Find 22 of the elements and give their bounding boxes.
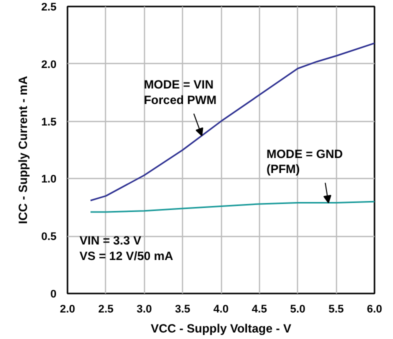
x-tick-label: 3.0 [136, 304, 152, 316]
x-tick-label: 6.0 [366, 304, 382, 316]
y-tick-label: 1.0 [41, 174, 57, 186]
y-tick-label: 2.0 [41, 58, 57, 71]
annotation: MODE = VIN Forced PWM [144, 78, 216, 108]
x-tick-label: 2.5 [98, 304, 114, 316]
x-tick-label: 2.0 [60, 304, 76, 316]
annotation: MODE = GND (PFM) [266, 146, 344, 176]
line-series [90, 42, 374, 202]
x-tick-label: 4.0 [213, 304, 229, 316]
x-tick-label: 4.5 [252, 304, 268, 316]
y-tick-label: 1.5 [41, 116, 57, 128]
annotation: VIN = 3.3 V VS = 12 V/50 mA [80, 234, 174, 263]
y-tick-label: 0 [50, 288, 57, 300]
x-axis-title: VCC - Supply Voltage - V [150, 322, 292, 336]
x-tick-label: 5.5 [328, 304, 344, 316]
y-axis-title: ICC - Supply Current - mA [16, 76, 30, 224]
x-tick-label: 5.0 [290, 304, 306, 316]
x-tick-label: 3.5 [174, 304, 190, 316]
line-series [90, 200, 374, 213]
y-tick-label: 0.5 [41, 231, 57, 244]
y-tick-label: 2.5 [41, 2, 57, 14]
